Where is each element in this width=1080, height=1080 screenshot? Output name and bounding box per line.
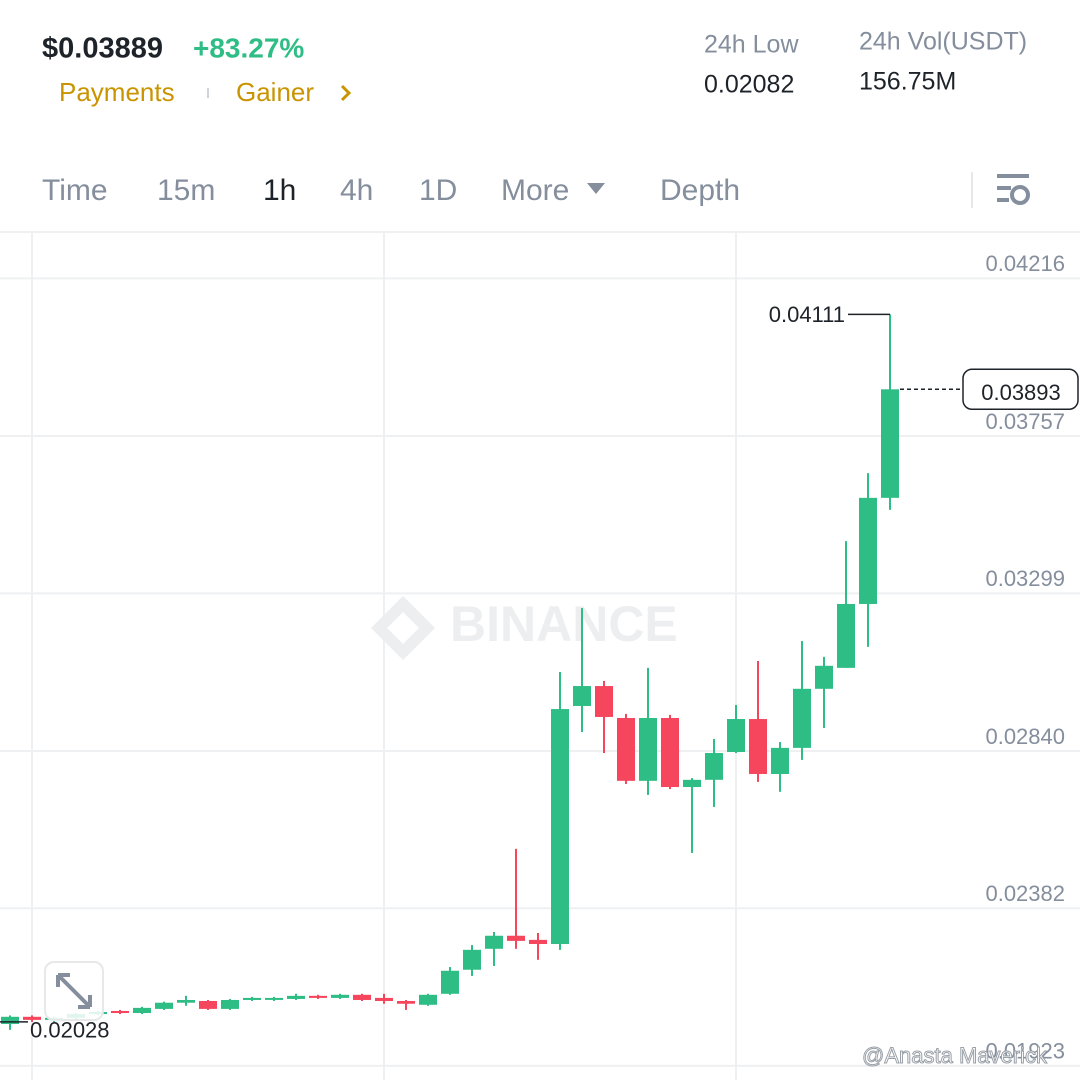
settings-icon[interactable] [997, 174, 1030, 205]
candle-body [859, 497, 877, 604]
candle-body [199, 1001, 217, 1009]
candle-body [749, 719, 767, 774]
candle-body [23, 1016, 41, 1020]
dropdown-arrow [587, 183, 605, 194]
watermark-logo [371, 596, 435, 660]
tag[interactable]: Payments [59, 77, 175, 107]
candle-body [243, 997, 261, 1000]
tab[interactable]: 15m [157, 174, 215, 207]
candle-body [155, 1002, 173, 1009]
last-price-label: 0.03893 [981, 380, 1061, 405]
candle-body [309, 995, 327, 998]
candle-body [287, 995, 305, 999]
candle-body [573, 686, 591, 706]
candle-body [683, 779, 701, 788]
tab[interactable]: More [501, 174, 569, 207]
candle-body [639, 717, 657, 781]
y-tick-label: 0.03757 [985, 409, 1065, 434]
last-price-box [962, 368, 1079, 411]
high-label: 0.04111 [769, 302, 845, 327]
candle-body [727, 719, 745, 752]
candle-body [441, 970, 459, 994]
tab[interactable]: Depth [660, 174, 740, 207]
candle-body [793, 688, 811, 748]
candle-body [331, 994, 349, 998]
stat-value: 156.75M [859, 68, 956, 96]
candle-body [221, 999, 239, 1009]
candle-body [815, 665, 833, 689]
candle-body [617, 717, 635, 781]
tab-active[interactable]: 1h [263, 174, 296, 207]
candle-body [529, 939, 547, 944]
candle-body [595, 686, 613, 717]
candle-body [1, 1016, 19, 1025]
candle-body [265, 997, 283, 1000]
candle-body [463, 949, 481, 970]
tab[interactable]: Time [42, 174, 108, 207]
candle-body [507, 935, 525, 941]
watermark: BINANCE [450, 596, 678, 652]
candle-body [551, 709, 569, 944]
price-change: +83.27% [193, 32, 304, 63]
candle-body [485, 935, 503, 949]
tab[interactable]: 1D [419, 174, 457, 207]
price: $0.03889 [42, 33, 163, 65]
tag[interactable]: Gainer [236, 77, 314, 107]
expand-icon [56, 973, 92, 1009]
y-tick-label: 0.03299 [985, 566, 1065, 591]
stat-label: 24h Vol(USDT) [859, 28, 1027, 56]
credit: @Anasta Maverick [862, 1043, 1048, 1068]
y-tick-label: 0.02382 [985, 881, 1065, 906]
candle-body [397, 1001, 415, 1004]
candle-body [353, 994, 371, 1000]
chevron [340, 84, 352, 102]
low-label: 0.02028 [30, 1018, 110, 1043]
tab[interactable]: 4h [340, 174, 373, 207]
candle-body [375, 997, 393, 1002]
candle-body [837, 603, 855, 668]
candle-body [661, 717, 679, 788]
candle-body [705, 753, 723, 780]
candle-body [111, 1010, 129, 1014]
stat-label: 24h Low [704, 31, 799, 59]
y-tick-label: 0.02840 [985, 724, 1065, 749]
candle-body [177, 999, 195, 1003]
candle-body [771, 747, 789, 774]
y-tick-label: 0.04216 [985, 251, 1065, 276]
y-tick-label: 0.01923 [985, 1039, 1065, 1064]
candle-body [881, 389, 899, 498]
candle-body [419, 994, 437, 1005]
candle-body [133, 1007, 151, 1014]
stat-value: 0.02082 [704, 71, 794, 99]
